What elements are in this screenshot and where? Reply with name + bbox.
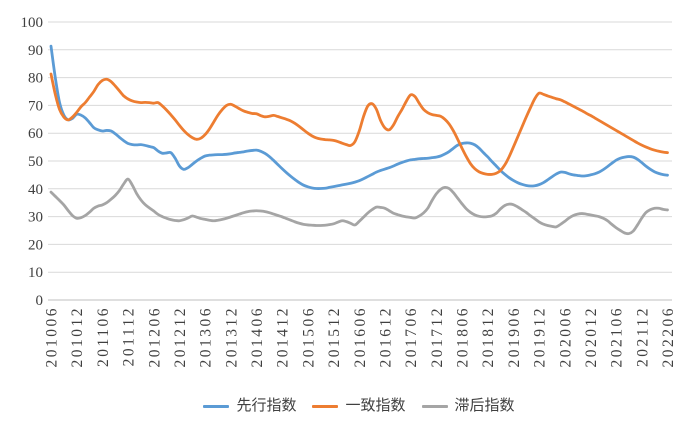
legend-label-coincident-index: 一致指数 — [345, 397, 406, 414]
x-axis-tick-label: 201812 — [480, 306, 497, 368]
x-axis-tick-label: 201612 — [377, 306, 394, 368]
y-axis-tick-label: 60 — [28, 126, 43, 142]
legend-item-leading-index: 先行指数 — [203, 397, 297, 414]
y-axis-tick-label: 80 — [28, 71, 43, 87]
x-axis-tick-label: 201312 — [223, 306, 240, 368]
y-axis-tick-label: 40 — [28, 182, 43, 198]
y-axis-tick-label: 0 — [36, 293, 44, 309]
y-axis-tick-label: 70 — [28, 98, 43, 114]
chart-legend: 先行指数 一致指数 滞后指数 — [0, 392, 698, 420]
x-axis-tick-label: 201706 — [403, 306, 420, 368]
x-axis-tick-label: 201506 — [300, 306, 317, 368]
y-axis-tick-label: 50 — [28, 154, 43, 170]
x-axis-tick-label: 201012 — [69, 306, 86, 368]
x-axis-tick-label: 201606 — [352, 306, 369, 368]
x-axis-tick-label: 201806 — [455, 306, 472, 368]
legend-label-leading-index: 先行指数 — [236, 397, 297, 414]
x-axis-tick-label: 201112 — [121, 306, 138, 366]
legend-swatch-leading-index — [203, 404, 230, 408]
legend-swatch-lagging-index — [421, 404, 448, 408]
legend-swatch-coincident-index — [312, 404, 339, 408]
x-axis-tick-label: 202006 — [557, 306, 574, 368]
x-axis-tick-label: 201006 — [44, 306, 61, 368]
x-axis-labels: 201006 201012 201106 201112 201206 201212 2013… — [44, 306, 678, 368]
x-axis-tick-label: 202012 — [583, 306, 600, 368]
x-axis-tick-label: 201212 — [172, 306, 189, 368]
series-line-lagging-index — [49, 177, 669, 236]
x-axis-tick-label: 201906 — [506, 306, 523, 368]
y-axis-tick-label: 20 — [28, 237, 43, 253]
x-axis-tick-label: 202106 — [609, 306, 626, 368]
y-axis-tick-label: 100 — [21, 15, 44, 31]
line-chart-plot: 0 10 20 30 40 50 60 70 80 90 100 201006 201012 201106… — [21, 15, 678, 368]
legend-item-lagging-index: 滞后指数 — [421, 397, 515, 414]
x-axis-tick-label: 201912 — [532, 306, 549, 368]
x-axis-tick-label: 201712 — [429, 306, 446, 368]
y-axis-tick-label: 10 — [28, 265, 43, 281]
x-axis-tick-label: 201106 — [95, 306, 112, 367]
gridlines — [48, 21, 672, 301]
x-axis-tick-label: 201206 — [146, 306, 163, 368]
y-axis-tick-label: 90 — [28, 43, 43, 59]
series-line-coincident-index — [49, 72, 669, 176]
x-axis-tick-label: 202112 — [634, 306, 651, 367]
x-axis-tick-label: 201412 — [275, 306, 292, 368]
y-axis-tick-label: 30 — [28, 210, 43, 226]
y-axis-labels: 0 10 20 30 40 50 60 70 80 90 100 — [21, 15, 44, 309]
legend-label-lagging-index: 滞后指数 — [454, 397, 515, 414]
x-axis-tick-label: 202206 — [660, 306, 677, 368]
legend-item-coincident-index: 一致指数 — [312, 397, 406, 414]
x-axis-tick-label: 201306 — [198, 306, 215, 368]
series-line-leading-index — [49, 44, 669, 190]
x-axis-tick-label: 201512 — [326, 306, 343, 368]
x-axis-tick-label: 201406 — [249, 306, 266, 368]
